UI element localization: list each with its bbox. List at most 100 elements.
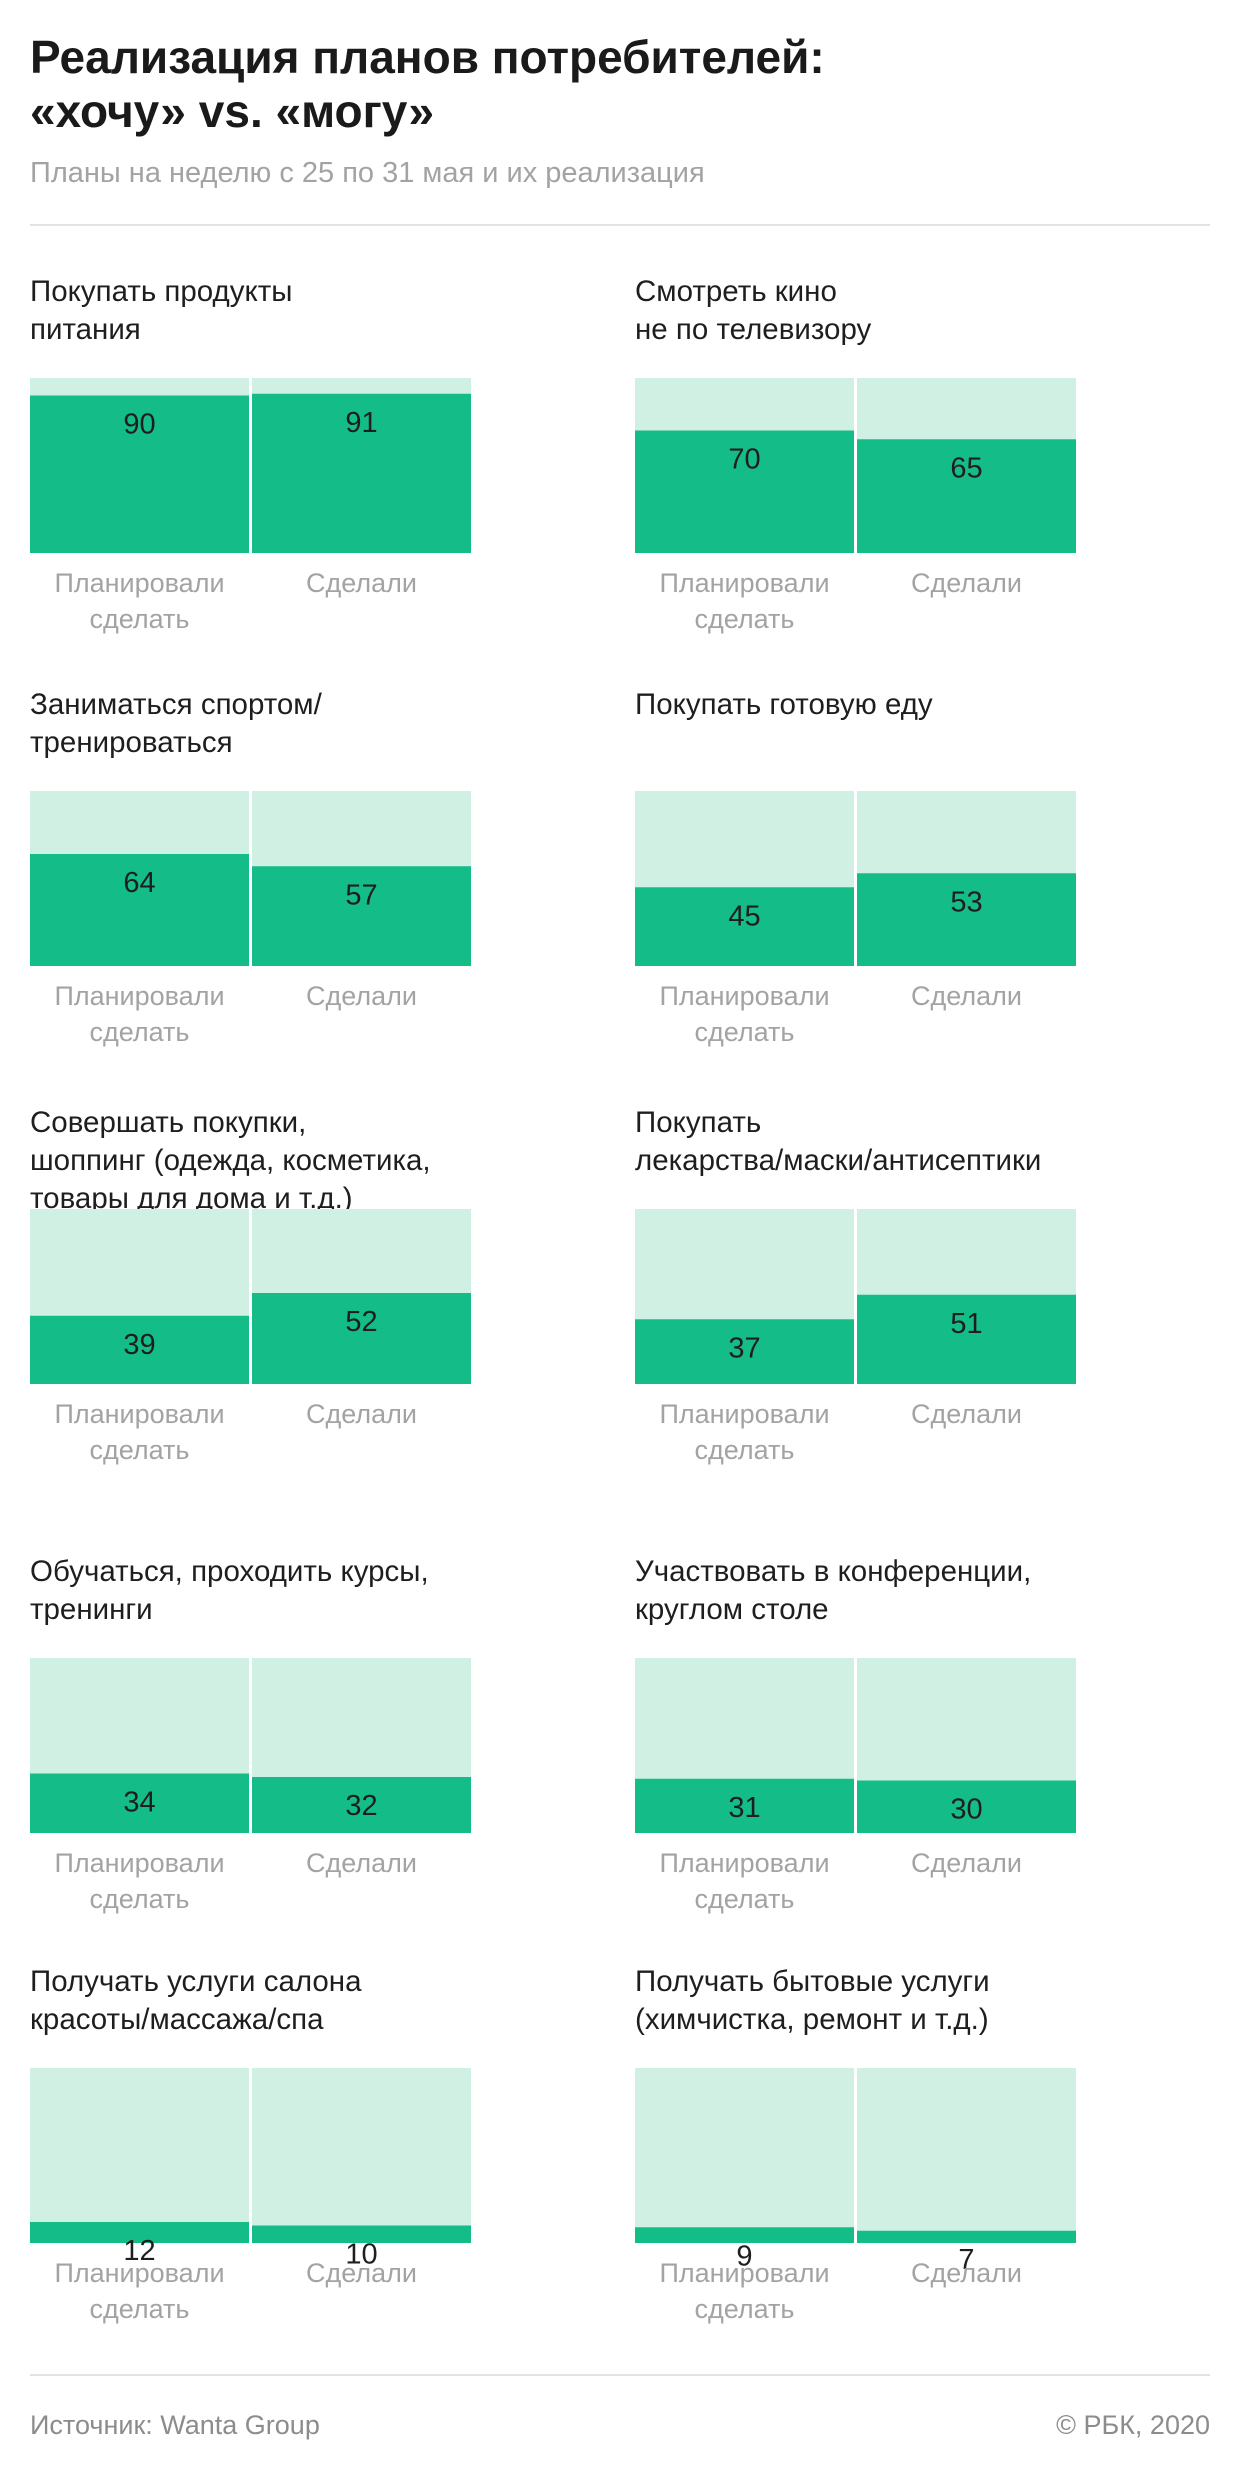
category-label: Планировали сделать [54,1848,224,1914]
bar [30,2222,249,2243]
category-label: Сделали [911,2258,1022,2288]
bar [857,2230,1076,2243]
bar-chart: 39 Планировали сделать 52 Сделали [30,1209,471,1465]
chart-panel: Покупать лекарства/маски/антисептики 37 Пл… [635,1104,1195,1465]
bar-value-label: 10 [345,2239,377,2271]
chart-panel: Участвовать в конференции, круглом столе… [635,1553,1195,1914]
panel-title: Участвовать в конференции, круглом столе [635,1555,1032,1626]
category-label: Сделали [911,1848,1022,1878]
bar [635,1778,854,1833]
bar-value-label: 91 [345,407,377,439]
bar-value-label: 53 [950,886,982,918]
bar-value-label: 37 [728,1332,760,1364]
bar [30,854,249,966]
chart-subtitle: Планы на неделю с 25 по 31 мая и их реал… [30,157,705,189]
bar-value-label: 30 [950,1794,982,1826]
footer-divider [30,2374,1210,2376]
chart-panel: Получать бытовые услуги (химчистка, ремо… [635,1963,1195,2324]
bar [857,1780,1076,1833]
bar-value-label: 32 [345,1790,377,1822]
bar-value-label: 65 [950,452,982,484]
bar-value-label: 90 [123,409,155,441]
category-label: Сделали [306,981,417,1011]
category-label: Планировали сделать [659,1848,829,1914]
category-label: Планировали сделать [54,2258,224,2324]
bar [635,430,854,553]
bar-value-label: 57 [345,879,377,911]
category-label: Планировали сделать [659,2258,829,2324]
bar [635,1319,854,1384]
category-label: Сделали [911,981,1022,1011]
bar-value-label: 70 [728,444,760,476]
category-label: Планировали сделать [54,981,224,1047]
chart-panel: Покупать готовую еду 45 Планировали сделать… [635,686,1195,1047]
category-label: Сделали [306,1848,417,1878]
bar [635,2227,854,2243]
bar-chart: 90 Планировали сделать 91 Сделали [30,378,471,634]
bar-chart: 31 Планировали сделать 30 Сделали [635,1658,1076,1914]
category-label: Сделали [911,568,1022,598]
bar-track [30,2068,249,2243]
panel-title: Заниматься спортом/ тренироваться [30,688,322,759]
chart-title: Реализация планов потребителей: «хочу» v… [30,30,1210,138]
panel-title: Покупать продукты питания [30,275,293,346]
bar-value-label: 45 [728,900,760,932]
chart-panel: Совершать покупки, шоппинг (одежда, косм… [30,1104,590,1465]
panel-title: Смотреть кино не по телевизору [635,275,872,346]
bar [857,439,1076,553]
category-label: Планировали сделать [54,568,224,634]
bar-chart: 70 Планировали сделать 65 Сделали [635,378,1076,634]
bar-value-label: 39 [123,1329,155,1361]
bar [857,873,1076,966]
bar [857,1294,1076,1384]
panel-title: Совершать покупки, шоппинг (одежда, косм… [30,1106,431,1215]
bar [30,395,249,553]
bar-value-label: 12 [123,2235,155,2267]
category-label: Сделали [306,1399,417,1429]
bar-value-label: 7 [958,2244,974,2276]
bar [30,1315,249,1384]
panel-title: Обучаться, проходить курсы, тренинги [30,1555,429,1626]
panel-title: Покупать готовую еду [635,688,933,721]
bar-value-label: 34 [123,1787,155,1819]
panel-title: Покупать лекарства/маски/антисептики [635,1106,1042,1177]
bar-value-label: 51 [950,1308,982,1340]
chart-panel: Получать услуги салона красоты/массажа/с… [30,1963,590,2324]
bar-chart: 64 Планировали сделать 57 Сделали [30,791,471,1047]
chart-panel: Обучаться, проходить курсы, тренинги 34 Пл… [30,1553,590,1914]
bar [252,393,471,553]
category-label: Планировали сделать [659,568,829,634]
panel-title: Получать бытовые услуги (химчистка, ремо… [635,1965,990,2036]
bar-track [252,2068,471,2243]
chart-title-line-1: Реализация планов потребителей: [30,31,825,83]
category-label: Сделали [306,568,417,598]
bar-value-label: 31 [728,1792,760,1824]
bar [635,887,854,966]
bar-value-label: 9 [736,2240,752,2272]
chart-panel: Покупать продукты питания 90 Планировали сд… [30,273,590,634]
category-label: Планировали сделать [54,1399,224,1465]
bar-chart: 45 Планировали сделать 53 Сделали [635,791,1076,1047]
bar-track [635,2068,854,2243]
source-note: Источник: Wanta Group [30,2410,320,2440]
panel-title: Получать услуги салона красоты/массажа/с… [30,1965,362,2036]
bar-chart: 34 Планировали сделать 32 Сделали [30,1658,471,1914]
header-divider [30,224,1210,226]
bar-value-label: 52 [345,1306,377,1338]
category-label: Сделали [911,1399,1022,1429]
bar [30,1773,249,1833]
bar-chart: 37 Планировали сделать 51 Сделали [635,1209,1076,1465]
bar-track [857,2068,1076,2243]
chart-title-line-2: «хочу» vs. «могу» [30,85,435,137]
category-label: Планировали сделать [659,981,829,1047]
category-label: Сделали [306,2258,417,2288]
bar [252,866,471,966]
bar [252,1777,471,1833]
copyright-note: © РБК, 2020 [1056,2410,1210,2440]
chart-panel: Смотреть кино не по телевизору 70 Планиров… [635,273,1195,634]
bar-value-label: 64 [123,867,155,899]
category-label: Планировали сделать [659,1399,829,1465]
chart-panel: Заниматься спортом/ тренироваться 64 Плани… [30,686,590,1047]
